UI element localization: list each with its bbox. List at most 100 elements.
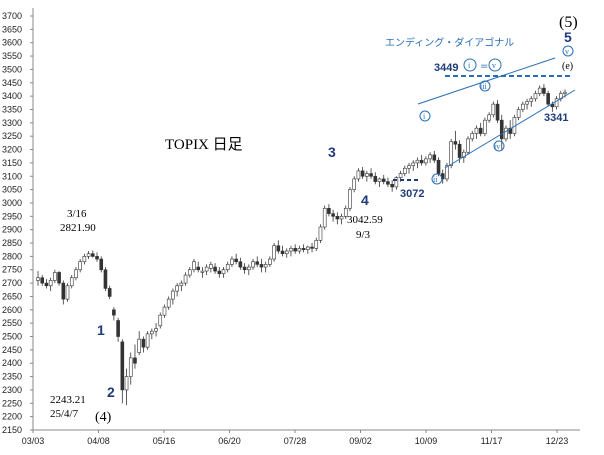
candle-body: [356, 170, 361, 180]
candle-body: [419, 159, 424, 164]
y-tick-label: 3550: [2, 51, 22, 61]
candle-body: [91, 253, 95, 257]
y-tick-label: 2700: [2, 278, 22, 288]
wave-label-big-5: (5): [559, 14, 578, 31]
candle-body: [217, 270, 222, 275]
candle-body: [36, 277, 40, 281]
candle-body: [141, 338, 146, 348]
x-tick-label: 06/20: [218, 436, 241, 446]
label-9-3: 9/3: [356, 229, 371, 241]
candle-body: [183, 274, 188, 284]
candle-body: [150, 330, 154, 335]
candle-body: [145, 333, 150, 348]
y-tick-label: 3050: [2, 185, 22, 195]
sub-iii-circle: [479, 80, 491, 92]
candle-body: [95, 256, 99, 260]
y-tick-label: 3150: [2, 158, 22, 168]
x-tick-label: 07/28: [284, 436, 307, 446]
candle-body: [99, 258, 104, 271]
x-tick-labels: 03/03 04/08 05/16 06/20 07/28 09/02 10/09 11/17…: [22, 430, 568, 446]
candle-body: [390, 183, 394, 188]
candle-body: [386, 181, 390, 185]
sub-ii-circle: [431, 173, 443, 185]
candle-body: [432, 154, 437, 161]
y-tick-label: 3100: [2, 171, 22, 181]
label-25-4-7: 25/4/7: [50, 408, 79, 420]
y-tick-label: 2400: [2, 358, 22, 368]
candle-body: [335, 216, 340, 220]
y-tick-label: 3300: [2, 118, 22, 128]
candle-body: [192, 261, 196, 271]
candle-body: [187, 269, 192, 276]
candle-body: [415, 159, 420, 164]
sub-i-label: i: [423, 112, 426, 121]
label-3341: 3341: [544, 112, 568, 124]
y-tick-label: 2250: [2, 398, 22, 408]
candle-body: [314, 240, 319, 249]
candle-body: [48, 280, 53, 287]
sub-e-label: (e): [562, 61, 573, 72]
candle-body: [436, 159, 441, 174]
sub-i-circle: [419, 110, 431, 122]
y-tick-label: 2300: [2, 385, 22, 395]
candle-body: [238, 261, 243, 268]
y-tick-label: 3350: [2, 104, 22, 114]
candle-body: [128, 357, 133, 377]
sub-v-label: v: [565, 47, 569, 56]
sub-v-circle: [562, 45, 574, 57]
wave-label-1: 1: [97, 322, 105, 338]
candle-body: [491, 103, 496, 116]
candle-body: [251, 261, 255, 268]
candle-body: [381, 178, 386, 182]
y-tick-label: 3400: [2, 91, 22, 101]
candle-body: [504, 127, 508, 140]
candle-body: [116, 320, 120, 337]
candle-body: [487, 114, 491, 121]
y-tick-label: 3650: [2, 24, 22, 34]
candle-body: [289, 248, 293, 252]
candle-body: [521, 103, 525, 110]
eq-v-circle: [488, 58, 502, 72]
candle-body: [449, 141, 453, 166]
y-tick-label: 2600: [2, 305, 22, 315]
candle-body: [82, 256, 87, 263]
candle-body: [196, 266, 201, 271]
candle-body: [263, 264, 268, 268]
x-tick-label: 05/16: [153, 436, 176, 446]
y-tick-label: 2450: [2, 345, 22, 355]
label-2821: 2821.90: [60, 222, 96, 234]
candle-body: [175, 285, 179, 292]
candle-body: [86, 253, 91, 257]
candle-body: [293, 248, 297, 252]
candle-body: [74, 269, 78, 279]
wave-label-4: 4: [361, 192, 369, 208]
candle-body: [398, 173, 403, 178]
wave-label-5: 5: [564, 29, 572, 45]
candle-body: [495, 103, 500, 121]
candle-body: [428, 154, 432, 160]
candle-body: [200, 270, 205, 273]
chart-title: TOPIX 日足: [165, 136, 243, 153]
label-3449: 3449: [434, 62, 458, 74]
candle-body: [242, 266, 247, 271]
candles: [36, 84, 567, 406]
candle-body: [369, 173, 373, 177]
y-tick-label: 2900: [2, 225, 22, 235]
y-tick-label: 2500: [2, 332, 22, 342]
candle-body: [154, 328, 158, 332]
x-tick-label: 03/03: [22, 436, 45, 446]
ending-diagonal-label: エンディング・ダイアゴナル: [385, 36, 514, 49]
candle-body: [533, 93, 538, 100]
candle-body: [133, 357, 137, 364]
candle-body: [78, 261, 82, 271]
candle-body: [327, 208, 331, 214]
candle-body: [40, 277, 45, 284]
candle-body: [394, 177, 399, 188]
label-3042: 3042.59: [347, 214, 383, 226]
candle-body: [542, 87, 546, 94]
candle-body: [272, 245, 276, 260]
y-tick-label: 3500: [2, 64, 22, 74]
candle-body: [360, 170, 365, 177]
candle-body: [103, 269, 108, 289]
candle-body: [546, 93, 550, 105]
